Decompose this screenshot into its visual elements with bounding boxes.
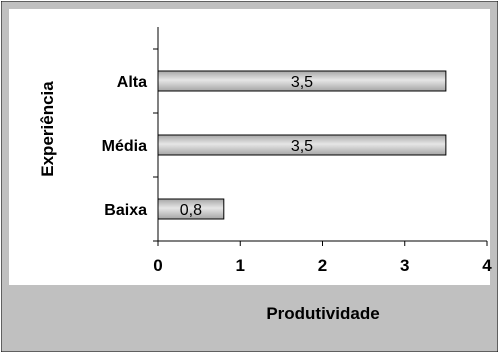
x-tick-label-0: 0 (153, 256, 162, 275)
data-label-baixa: 0,8 (180, 202, 202, 219)
data-label-alta: 3,5 (291, 74, 313, 91)
x-tick-label-3: 3 (400, 256, 409, 275)
y-axis-title: Experiência (38, 81, 57, 177)
x-tick-label-4: 4 (482, 256, 492, 275)
category-label-alta: Alta (117, 74, 147, 91)
data-label-média: 3,5 (291, 138, 313, 155)
category-label-média: Média (102, 138, 147, 155)
x-tick-label-1: 1 (236, 256, 245, 275)
x-tick-label-2: 2 (318, 256, 327, 275)
category-label-baixa: Baixa (104, 202, 147, 219)
x-axis-title: Produtividade (266, 304, 379, 323)
